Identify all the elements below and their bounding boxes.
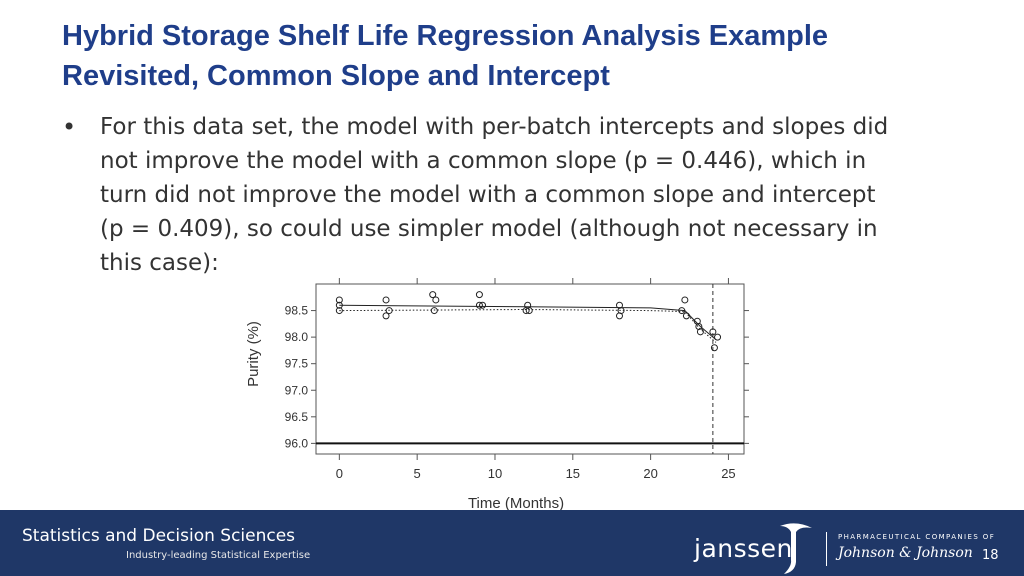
- y-tick-label-3: 97.5: [285, 357, 309, 371]
- data-point-11: [479, 301, 487, 309]
- plot-frame: [315, 283, 745, 455]
- footer-divider: [826, 532, 827, 566]
- data-point-24: [709, 328, 717, 336]
- x-tick-label-2: 10: [488, 466, 502, 481]
- bullet-line-4: (p = 0.409), so could use simpler model …: [100, 216, 878, 242]
- department-name: Statistics and Decision Sciences: [22, 526, 296, 546]
- x-tick-label-0: 0: [336, 466, 343, 481]
- y-tick-label-5: 98.5: [285, 304, 309, 318]
- data-point-17: [617, 307, 625, 315]
- data-point-6: [429, 291, 437, 299]
- bullet-line-5: this case):: [100, 250, 219, 276]
- y-tick-label-0: 96.0: [285, 436, 309, 450]
- janssen-logo-icon: [780, 523, 812, 574]
- parent-label: PHARMACEUTICAL COMPANIES OF: [838, 533, 996, 541]
- data-point-8: [432, 296, 440, 304]
- slide-title: Hybrid Storage Shelf Life Regression Ana…: [62, 16, 962, 96]
- data-point-25: [710, 344, 718, 352]
- data-point-1: [335, 301, 343, 309]
- x-tick-label-1: 5: [414, 466, 421, 481]
- johnson-johnson-logo: Johnson & Johnson: [838, 545, 973, 561]
- x-tick-label-4: 20: [643, 466, 657, 481]
- y-tick-label-1: 96.5: [285, 410, 309, 424]
- data-point-7: [430, 307, 438, 315]
- data-point-26: [714, 333, 722, 341]
- bullet-line-1: For this data set, the model with per-ba…: [100, 114, 889, 140]
- y-tick-label-2: 97.0: [285, 383, 309, 397]
- purity-regression-chart: 0 5 10 15 20 25 96.0 96.5 97.0 97.5 98.0 98.5 Time (…: [245, 278, 749, 512]
- data-point-5: [385, 307, 393, 315]
- x-tick-label-3: 15: [566, 466, 580, 481]
- data-point-9: [475, 291, 483, 299]
- fit-line-dotted: [339, 308, 717, 343]
- x-axis-label: Time (Months): [468, 495, 564, 512]
- x-tick-label-5: 25: [721, 466, 735, 481]
- data-point-19: [681, 296, 689, 304]
- data-point-10: [475, 301, 483, 309]
- data-point-2: [335, 307, 343, 315]
- footer-bar: Statistics and Decision Sciences Industr…: [0, 510, 1024, 576]
- bullet-line-3: turn did not improve the model with a co…: [100, 182, 876, 208]
- janssen-logo-text: janssen: [694, 534, 793, 563]
- bullet-symbol: •: [62, 113, 77, 141]
- data-point-3: [382, 296, 390, 304]
- fit-line-solid: [339, 304, 717, 341]
- data-point-20: [682, 312, 690, 320]
- page-number: 18: [982, 548, 999, 563]
- y-axis-label: Purity (%): [245, 321, 262, 387]
- data-point-4: [382, 312, 390, 320]
- data-point-18: [678, 307, 686, 315]
- data-point-14: [525, 307, 533, 315]
- title-line-2: Revisited, Common Slope and Intercept: [62, 60, 610, 92]
- data-point-0: [335, 296, 343, 304]
- title-line-1: Hybrid Storage Shelf Life Regression Ana…: [62, 20, 829, 52]
- bullet-text: For this data set, the model with per-ba…: [100, 110, 970, 280]
- bullet-line-2: not improve the model with a common slop…: [100, 148, 867, 174]
- data-point-23: [695, 323, 703, 330]
- y-tick-label-4: 98.0: [285, 330, 309, 344]
- department-tagline: Industry-leading Statistical Expertise: [126, 550, 311, 561]
